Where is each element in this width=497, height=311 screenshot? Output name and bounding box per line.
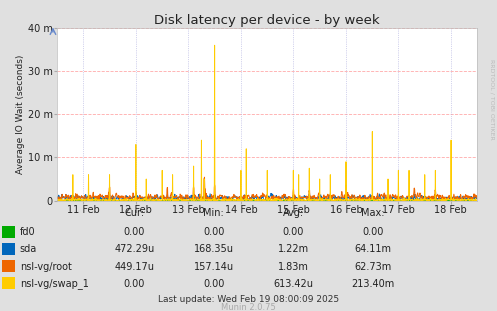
Text: 0.00: 0.00 [203,279,225,289]
Text: 0.00: 0.00 [282,227,304,237]
Title: Disk latency per device - by week: Disk latency per device - by week [155,14,380,27]
Y-axis label: Average IO Wait (seconds): Average IO Wait (seconds) [16,55,25,174]
Text: Last update: Wed Feb 19 08:00:09 2025: Last update: Wed Feb 19 08:00:09 2025 [158,295,339,304]
Text: Munin 2.0.75: Munin 2.0.75 [221,303,276,311]
Text: 62.73m: 62.73m [354,262,391,272]
Text: fd0: fd0 [20,227,35,237]
Text: nsl-vg/swap_1: nsl-vg/swap_1 [20,278,89,289]
Text: 1.83m: 1.83m [278,262,309,272]
Text: RRDTOOL / TOBI OETIKER: RRDTOOL / TOBI OETIKER [490,59,495,140]
Text: 0.00: 0.00 [123,227,145,237]
Text: sda: sda [20,244,37,254]
Text: nsl-vg/root: nsl-vg/root [20,262,72,272]
Text: 472.29u: 472.29u [114,244,154,254]
Text: Cur:: Cur: [124,208,144,218]
Text: 0.00: 0.00 [203,227,225,237]
Text: 449.17u: 449.17u [114,262,154,272]
Text: 1.22m: 1.22m [278,244,309,254]
Text: 168.35u: 168.35u [194,244,234,254]
Text: 157.14u: 157.14u [194,262,234,272]
Text: Avg:: Avg: [283,208,304,218]
Text: 64.11m: 64.11m [354,244,391,254]
Text: 613.42u: 613.42u [273,279,313,289]
Text: 0.00: 0.00 [123,279,145,289]
Text: Min:: Min: [203,208,224,218]
Text: 213.40m: 213.40m [351,279,395,289]
Text: 0.00: 0.00 [362,227,384,237]
Text: Max:: Max: [361,208,385,218]
